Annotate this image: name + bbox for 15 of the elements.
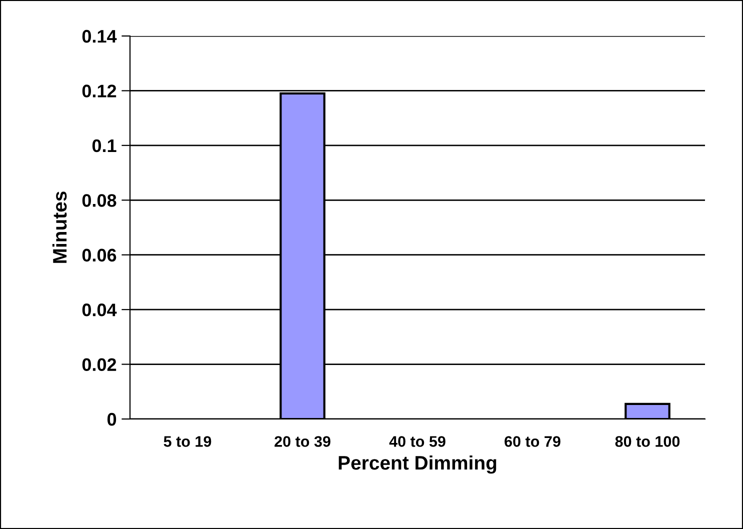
y-tick-label: 0.08 [82,194,116,207]
x-tick-label: 20 to 39 [274,436,330,447]
y-tick-label: 0.02 [82,358,116,372]
x-tick-label: 5 to 19 [164,436,212,447]
y-tick-label: 0.12 [82,84,116,98]
x-axis-title: Percent Dimming [338,455,496,474]
x-tick-label: 60 to 79 [504,436,560,447]
y-tick-label: 0.1 [92,139,116,152]
y-tick-label: 0.04 [82,304,117,316]
x-tick-label: 80 to 100 [615,436,680,447]
y-tick-label: 0.14 [82,30,117,43]
y-tick-label: 0 [107,412,116,426]
x-tick-label: 40 to 59 [389,436,446,447]
y-tick-label: 0.06 [82,248,116,262]
y-axis-title: Minutes [52,192,67,263]
